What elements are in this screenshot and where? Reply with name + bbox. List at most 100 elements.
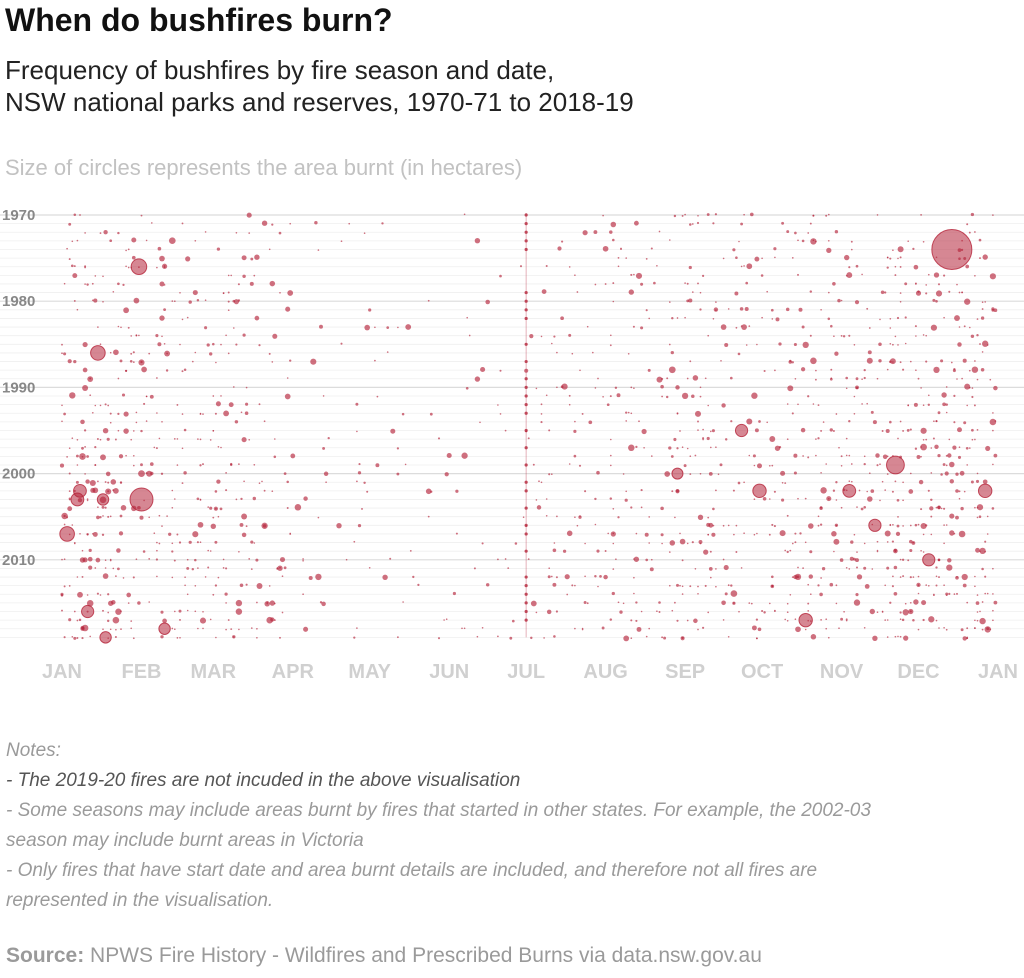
note-2-line-1: - Some seasons may include areas burnt b… — [6, 800, 871, 821]
fire-point-1068 — [99, 516, 102, 519]
fire-point-1528 — [807, 610, 810, 612]
fire-point-1657 — [63, 636, 66, 639]
y-tick-label-2010: 2010 — [2, 552, 35, 569]
fire-point-1011 — [712, 507, 715, 511]
fire-point-778 — [125, 454, 127, 457]
fire-point-535 — [245, 386, 248, 389]
x-tick-label-0: JAN — [42, 661, 82, 683]
fire-point-1275 — [708, 567, 713, 571]
fire-point-1412 — [730, 590, 738, 597]
large-fire-point-0 — [931, 228, 973, 270]
fire-point-1573 — [794, 618, 797, 621]
fire-point-283 — [820, 309, 822, 311]
fire-point-170 — [927, 273, 930, 276]
fire-point-249 — [669, 301, 671, 303]
fire-point-1021 — [935, 506, 938, 509]
fire-point-172 — [633, 273, 635, 276]
fire-point-937 — [675, 489, 680, 493]
fire-point-1248 — [255, 558, 259, 562]
fire-point-1004 — [286, 507, 289, 509]
fire-point-1128 — [566, 530, 573, 537]
fire-point-84 — [826, 247, 832, 254]
fire-point-219 — [958, 291, 961, 294]
fire-point-607 — [429, 412, 433, 416]
fire-point-1676 — [524, 222, 528, 226]
fire-point-257 — [840, 299, 843, 302]
fire-point-1394 — [884, 584, 886, 587]
fire-point-1090 — [239, 522, 244, 527]
fire-point-951 — [870, 489, 875, 493]
fire-point-1378 — [974, 585, 976, 588]
fire-point-570 — [707, 404, 709, 407]
fire-point-477 — [902, 368, 905, 371]
fire-point-1252 — [222, 558, 225, 561]
fire-point-1473 — [235, 599, 243, 607]
fire-point-442 — [878, 359, 882, 363]
fire-point-1326 — [902, 575, 905, 578]
fire-point-987 — [240, 497, 243, 501]
fire-point-380 — [212, 342, 215, 346]
fire-point-1025 — [863, 505, 867, 509]
fire-point-135 — [913, 264, 919, 270]
fire-point-447 — [132, 361, 135, 363]
fire-point-276 — [770, 308, 774, 312]
fire-point-1105 — [357, 523, 362, 528]
fire-point-133 — [656, 264, 658, 267]
fire-point-595 — [228, 402, 234, 408]
fire-point-1591 — [648, 627, 650, 630]
fire-point-554 — [602, 396, 604, 398]
fire-point-1260 — [389, 557, 392, 560]
fire-point-864 — [944, 471, 949, 476]
fire-point-569 — [497, 404, 499, 406]
fire-point-1297 — [649, 567, 654, 572]
fire-point-1699 — [524, 549, 528, 553]
fire-point-561 — [568, 394, 571, 397]
fire-point-1055 — [674, 516, 676, 519]
fire-point-852 — [793, 471, 797, 475]
fire-point-289 — [227, 309, 230, 312]
fire-point-1575 — [693, 618, 698, 624]
fire-point-793 — [651, 455, 653, 457]
fire-point-1197 — [735, 551, 738, 553]
fire-point-40 — [634, 220, 639, 226]
fire-point-422 — [571, 352, 574, 355]
fire-point-23 — [348, 222, 351, 225]
subtitle-line-1: Frequency of bushfires by fire season an… — [5, 55, 555, 85]
fire-point-488 — [117, 377, 120, 380]
fire-point-1571 — [179, 618, 181, 621]
fire-point-1656 — [645, 635, 648, 638]
large-fire-point-9 — [798, 612, 813, 628]
fire-point-1674 — [827, 636, 830, 639]
fire-point-454 — [940, 359, 944, 363]
fire-point-608 — [214, 412, 217, 415]
fire-point-741 — [628, 444, 635, 452]
fire-point-310 — [879, 318, 881, 321]
fire-point-118 — [645, 258, 648, 260]
fire-point-515 — [845, 387, 848, 390]
fire-point-1124 — [853, 533, 856, 536]
fire-point-938 — [858, 489, 861, 492]
fire-point-1602 — [109, 628, 112, 631]
fire-point-482 — [647, 368, 651, 372]
fire-point-1344 — [974, 575, 976, 578]
fire-point-577 — [104, 403, 107, 406]
fire-point-507 — [692, 375, 699, 381]
fire-point-1213 — [809, 550, 813, 554]
fire-point-1092 — [576, 524, 579, 527]
fire-point-285 — [699, 308, 702, 311]
fire-point-329 — [958, 326, 961, 328]
fire-point-859 — [550, 473, 553, 476]
fire-point-70 — [145, 239, 148, 242]
fire-point-1291 — [368, 567, 371, 569]
fire-point-1009 — [943, 507, 946, 510]
fire-point-1524 — [738, 610, 740, 613]
fire-point-1693 — [524, 463, 528, 467]
fire-point-9 — [825, 214, 828, 217]
fire-point-638 — [899, 420, 902, 423]
fire-point-1611 — [601, 626, 605, 630]
fire-point-94 — [602, 245, 609, 252]
fire-point-967 — [545, 498, 548, 500]
fire-point-294 — [954, 315, 960, 322]
note-3-line-1: - Only fires that have start date and ar… — [6, 860, 818, 881]
y-tick-label-1970: 1970 — [2, 207, 35, 224]
